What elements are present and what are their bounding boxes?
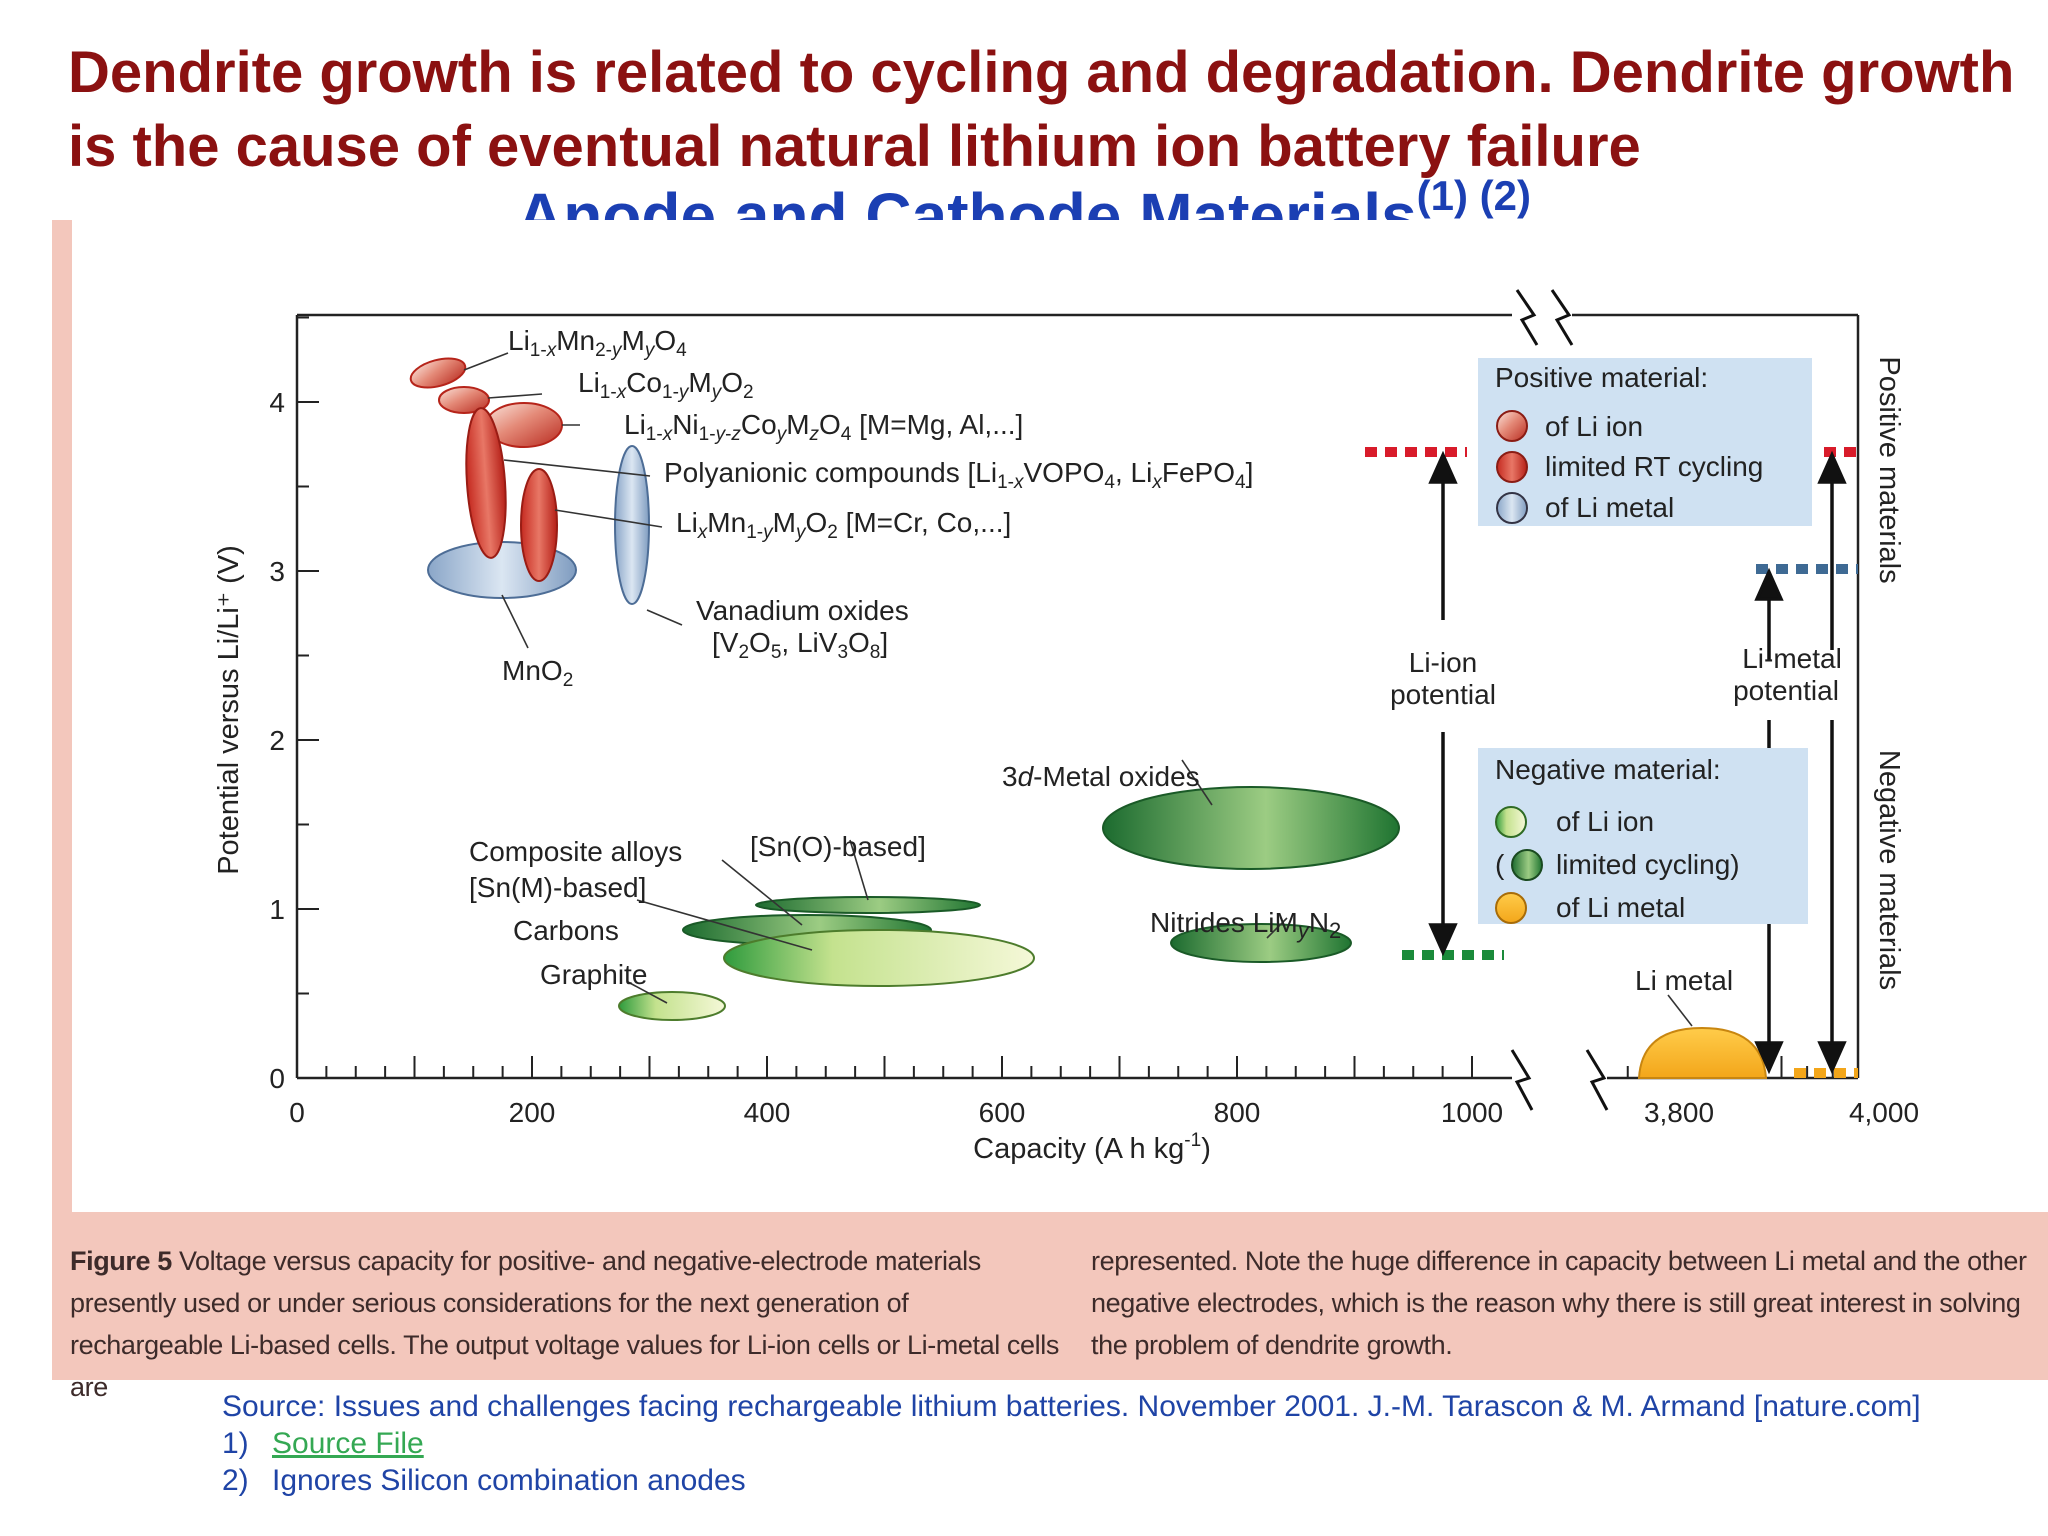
label-li-metal: Li metal xyxy=(1635,965,1733,996)
label-sno-based: [Sn(O)-based] xyxy=(750,831,926,862)
caption-label: Figure 5 xyxy=(70,1246,172,1276)
y-tick-label: 2 xyxy=(269,725,285,756)
y-axis-title: Potential versus Li/Li⁺ (V) xyxy=(213,545,245,875)
label-linicomo4: Li1-xNi1-y-zCoyMzO4 [M=Mg, Al,...] xyxy=(624,409,1023,445)
caption-right: represented. Note the huge difference in… xyxy=(1091,1246,2027,1360)
y-tick-label: 1 xyxy=(269,894,285,925)
svg-text:Li-metal: Li-metal xyxy=(1742,643,1842,674)
region-3d-metal-oxides xyxy=(1102,786,1400,870)
y-tick-labels: 0 1 2 3 4 xyxy=(269,387,285,1094)
x-tick-label: 0 xyxy=(289,1097,305,1128)
source-item-2-num: 2) xyxy=(222,1464,249,1497)
y-tick-label: 4 xyxy=(269,387,285,418)
legend-positive: Positive material: of Li ion limited RT … xyxy=(1478,358,1812,526)
region-polyanionic xyxy=(465,407,507,559)
x-tick-label: 3,800 xyxy=(1644,1097,1714,1128)
potential-dotted-lines xyxy=(1365,447,1858,1078)
svg-text:Positive material:: Positive material: xyxy=(1495,362,1708,393)
source-item-1: 1) Source File xyxy=(222,1425,1922,1462)
material-regions xyxy=(409,357,1768,1079)
svg-text:of Li metal: of Li metal xyxy=(1545,492,1674,523)
label-nitrides: Nitrides LiMyN2 xyxy=(1150,907,1341,943)
region-li-metal xyxy=(1637,1026,1768,1079)
region-graphite xyxy=(618,991,726,1021)
legend-neg-li-ion-swatch xyxy=(1495,806,1527,838)
svg-text:Negative material:: Negative material: xyxy=(1495,754,1721,785)
svg-text:(: ( xyxy=(1495,849,1505,880)
potential-labels: Li-ion potential Li-metal potential xyxy=(1390,643,1842,710)
label-vanadium-1: Vanadium oxides xyxy=(696,595,909,626)
region-limnmo2 xyxy=(520,468,558,582)
label-vanadium-2: [V2O5, LiV3O8] xyxy=(712,627,888,663)
source-text: Source: Issues and challenges facing rec… xyxy=(222,1390,1921,1423)
x-tick-label: 600 xyxy=(979,1097,1026,1128)
x-tick-label: 4,000 xyxy=(1849,1097,1919,1128)
negative-materials-label: Negative materials xyxy=(1873,750,1905,990)
source-block: Source: Issues and challenges facing rec… xyxy=(222,1388,1922,1499)
x-axis-title: Capacity (A h kg-1) xyxy=(973,1130,1211,1165)
svg-text:of Li ion: of Li ion xyxy=(1545,411,1643,442)
legend-pos-li-ion-swatch xyxy=(1496,410,1528,442)
svg-text:potential: potential xyxy=(1390,679,1496,710)
x-tick-labels: 0 200 400 600 800 1000 3,800 4,000 xyxy=(289,1097,1919,1128)
x-tick-label: 800 xyxy=(1214,1097,1261,1128)
svg-text:Li-ion: Li-ion xyxy=(1409,647,1477,678)
region-nitrides xyxy=(1170,923,1352,963)
label-polyanionic: Polyanionic compounds [Li1-xVOPO4, LixFe… xyxy=(664,457,1253,493)
voltage-capacity-chart: 0 200 400 600 800 1000 3,800 4,000 0 1 2 3 4 Capaci… xyxy=(72,220,2048,1212)
label-limn2o4: Li1-xMn2-yMyO4 xyxy=(508,325,687,361)
label-limnmo2: LixMn1-yMyO2 [M=Cr, Co,...] xyxy=(676,507,1011,543)
label-graphite: Graphite xyxy=(540,959,647,990)
label-carbons: Carbons xyxy=(513,915,619,946)
region-sno-based xyxy=(755,896,981,914)
positive-materials-label: Positive materials xyxy=(1873,356,1905,583)
x-tick-label: 1000 xyxy=(1441,1097,1503,1128)
svg-text:potential: potential xyxy=(1733,675,1839,706)
source-item-2-text: Ignores Silicon combination anodes xyxy=(272,1464,746,1497)
label-composite-2: [Sn(M)-based] xyxy=(469,872,646,903)
svg-text:limited RT cycling: limited RT cycling xyxy=(1545,451,1763,482)
source-file-link[interactable]: Source File xyxy=(272,1427,424,1460)
svg-text:limited cycling): limited cycling) xyxy=(1556,849,1740,880)
region-limn2o4 xyxy=(409,357,467,389)
axis-break-marks xyxy=(1510,289,1609,1111)
region-carbons xyxy=(723,929,1035,987)
x-axis-ticks xyxy=(325,1056,1834,1078)
label-composite-1: Composite alloys xyxy=(469,836,682,867)
region-licoo2 xyxy=(438,386,490,414)
legend-negative: Negative material: of Li ion ( limited c… xyxy=(1478,748,1808,924)
svg-text:of Li metal: of Li metal xyxy=(1556,892,1685,923)
caption-text-left: Voltage versus capacity for positive- an… xyxy=(70,1246,1059,1402)
legend-neg-li-metal-swatch xyxy=(1495,892,1527,924)
label-mno2: MnO2 xyxy=(502,655,573,691)
region-labels: Li1-xMn2-yMyO4 Li1-xCo1-yMyO2 Li1-xNi1-y… xyxy=(469,325,1733,996)
source-item-1-num: 1) xyxy=(222,1427,249,1460)
region-vanadium-oxides xyxy=(614,445,650,605)
subtitle-refs: (1) (2) xyxy=(1416,172,1532,219)
label-3d-metal-oxides: 3d-Metal oxides xyxy=(1002,761,1200,792)
slide-title: Dendrite growth is related to cycling an… xyxy=(68,40,2015,179)
legend-pos-limited-swatch xyxy=(1496,451,1528,483)
y-tick-label: 3 xyxy=(269,556,285,587)
caption-left: Figure 5 Voltage versus capacity for pos… xyxy=(70,1240,1060,1408)
y-axis-ticks xyxy=(297,316,319,995)
figure-caption: Figure 5 Voltage versus capacity for pos… xyxy=(70,1240,2030,1402)
legend-pos-li-metal-swatch xyxy=(1496,492,1528,524)
x-tick-label: 200 xyxy=(509,1097,556,1128)
leader-lines xyxy=(463,352,1693,1027)
x-tick-label: 400 xyxy=(744,1097,791,1128)
legend-neg-limited-swatch xyxy=(1511,849,1543,881)
source-item-2: 2) Ignores Silicon combination anodes xyxy=(222,1462,1922,1499)
y-tick-label: 0 xyxy=(269,1063,285,1094)
svg-text:of Li ion: of Li ion xyxy=(1556,806,1654,837)
